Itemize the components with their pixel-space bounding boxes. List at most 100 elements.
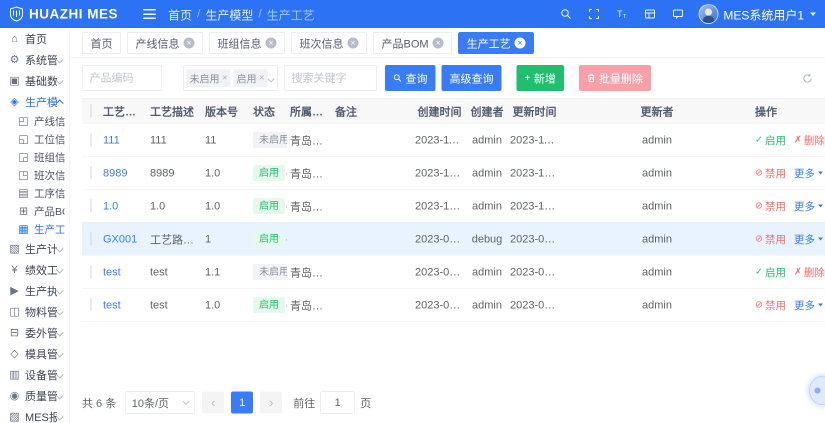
row-actions: ⊘ 禁用 更多 <box>755 198 824 213</box>
sidebar-item-material[interactable]: ◫ 物料管理 <box>0 301 70 322</box>
sidebar-item-play[interactable]: ▶ 生产执行 <box>0 280 70 301</box>
sidebar-item-model[interactable]: ◈ 生产模型 <box>0 91 70 112</box>
search-icon[interactable] <box>558 7 573 22</box>
sidebar-item-report[interactable]: ▨ MES报表中心 <box>0 406 70 423</box>
breadcrumb-item[interactable]: 首页 <box>168 8 192 23</box>
sidebar-item-label: 绩效工资 <box>25 264 57 277</box>
user-menu[interactable]: MES系统用户1 <box>698 4 816 24</box>
sidebar-item-craft[interactable]: ▦ 生产工艺 <box>0 220 70 238</box>
tab-首页[interactable]: 首页 <box>82 31 122 54</box>
jump-page-input[interactable] <box>320 391 356 414</box>
sidebar-item-process[interactable]: ▤ 工序信息 <box>0 184 70 202</box>
process-code-link[interactable]: 111 <box>103 133 120 146</box>
process-code-link[interactable]: test <box>103 298 121 311</box>
delete-action[interactable]: ✗ 删除 <box>794 264 825 279</box>
page-size-select[interactable]: 10条/页 <box>125 391 196 414</box>
sidebar-item-gear[interactable]: ⚙ 系统管理 <box>0 49 70 70</box>
more-action[interactable]: 更多 <box>794 198 823 213</box>
select-all-checkbox[interactable] <box>90 103 92 118</box>
header-checkbox-cell <box>82 98 100 124</box>
enable-action[interactable]: ✓ 启用 <box>755 132 786 147</box>
tab-生产工艺[interactable]: 生产工艺 × <box>458 31 535 54</box>
more-action[interactable]: 更多 <box>794 231 823 246</box>
sidebar-item-shift[interactable]: ◳ 班次信息 <box>0 166 70 184</box>
close-icon[interactable]: × <box>432 37 444 49</box>
sidebar-item-device[interactable]: ▥ 设备管理 <box>0 364 70 385</box>
sidebar-item-team[interactable]: ◲ 班组信息 <box>0 148 70 166</box>
tab-产品BOM[interactable]: 产品BOM × <box>373 31 453 54</box>
collapse-sidebar-icon[interactable] <box>143 9 156 19</box>
breadcrumb-item[interactable]: 生产模型 <box>205 8 254 23</box>
row-actions: ⊘ 禁用 更多 <box>755 297 824 312</box>
tab-产线信息[interactable]: 产线信息 × <box>127 31 204 54</box>
close-icon[interactable]: × <box>347 37 359 49</box>
close-icon[interactable]: × <box>183 37 195 49</box>
user-avatar <box>698 4 719 24</box>
enable-action[interactable]: ✓ 启用 <box>755 264 786 279</box>
process-code-link[interactable]: GX001 <box>103 232 138 245</box>
close-icon[interactable]: × <box>265 37 277 49</box>
row-checkbox[interactable] <box>90 297 92 312</box>
more-action[interactable]: 更多 <box>794 165 823 180</box>
prev-page-button[interactable]: ‹ <box>202 391 225 414</box>
more-action[interactable]: 更多 <box>794 297 823 312</box>
disable-action[interactable]: ⊘ 禁用 <box>755 198 786 213</box>
row-checkbox[interactable] <box>90 264 92 279</box>
page-number-1[interactable]: 1 <box>231 391 254 414</box>
row-checkbox[interactable] <box>90 165 92 180</box>
sidebar-item-home[interactable]: ⌂ 首页 <box>0 28 70 49</box>
action-label: 启用 <box>764 134 786 147</box>
keyword-input[interactable] <box>284 65 377 91</box>
disable-action[interactable]: ⊘ 禁用 <box>755 231 786 246</box>
next-page-button[interactable]: › <box>260 391 283 414</box>
add-button-label: 新增 <box>533 72 556 86</box>
sidebar-item-bom[interactable]: ⊞ 产品BOM <box>0 202 70 220</box>
disable-icon: ⊘ <box>755 299 763 311</box>
product-code-input[interactable] <box>82 65 162 91</box>
advanced-search-button[interactable]: 高级查询 <box>441 65 502 91</box>
filter-toolbar: 未启用×启用× 查询 高级查询 + 新增 批量删除 <box>70 58 825 96</box>
add-button[interactable]: + 新增 <box>516 65 564 91</box>
layout-icon[interactable] <box>642 7 657 22</box>
tab-班组信息[interactable]: 班组信息 × <box>209 31 286 54</box>
sidebar-item-station[interactable]: ◱ 工位信息 <box>0 130 70 148</box>
bulk-delete-button[interactable]: 批量删除 <box>578 65 651 91</box>
chevron-down-icon <box>55 370 64 379</box>
close-icon[interactable]: × <box>514 37 526 49</box>
search-button[interactable]: 查询 <box>385 65 436 91</box>
tab-班次信息[interactable]: 班次信息 × <box>291 31 368 54</box>
process-code-link[interactable]: 1.0 <box>103 199 119 212</box>
column-header: 创建时间 <box>412 98 467 124</box>
disable-action[interactable]: ⊘ 禁用 <box>755 165 786 180</box>
app-title: HUAZHI MES <box>29 6 118 22</box>
process-code-link[interactable]: 8989 <box>103 166 128 179</box>
disable-action[interactable]: ⊘ 禁用 <box>755 297 786 312</box>
sidebar-item-outsource[interactable]: ⊟ 委外管理 <box>0 322 70 343</box>
sidebar-item-label: 基础数据 <box>25 75 57 88</box>
sidebar-item-label: 质量管理 <box>25 390 57 403</box>
refresh-icon[interactable] <box>799 70 816 87</box>
fullscreen-icon[interactable] <box>586 7 601 22</box>
cell-created-by: admin <box>467 189 507 223</box>
sidebar-item-database[interactable]: ▣ 基础数据 <box>0 70 70 91</box>
sidebar-item-plan[interactable]: ▧ 生产计划 <box>0 238 70 259</box>
sidebar-item-quality[interactable]: ◉ 质量管理 <box>0 385 70 406</box>
chevron-down-icon <box>182 397 190 406</box>
sidebar-item-yen[interactable]: ¥ 绩效工资 <box>0 259 70 280</box>
process-code-link[interactable]: test <box>103 265 121 278</box>
sidebar-item-line[interactable]: ◰ 产线信息 <box>0 112 70 130</box>
status-select[interactable]: 未启用 × 启用 × <box>183 65 278 91</box>
cell-remark <box>332 156 412 190</box>
tag-remove-icon[interactable]: × <box>222 72 228 84</box>
sidebar-item-mold[interactable]: ◇ 模具管理 <box>0 343 70 364</box>
cell-created-at: 2023-11-27 16:03:17 <box>412 123 467 157</box>
row-checkbox[interactable] <box>90 132 92 147</box>
row-checkbox[interactable] <box>90 231 92 246</box>
message-icon[interactable] <box>670 7 685 22</box>
tag-remove-icon[interactable]: × <box>259 72 265 84</box>
row-checkbox[interactable] <box>90 198 92 213</box>
delete-action[interactable]: ✗ 删除 <box>794 132 825 147</box>
